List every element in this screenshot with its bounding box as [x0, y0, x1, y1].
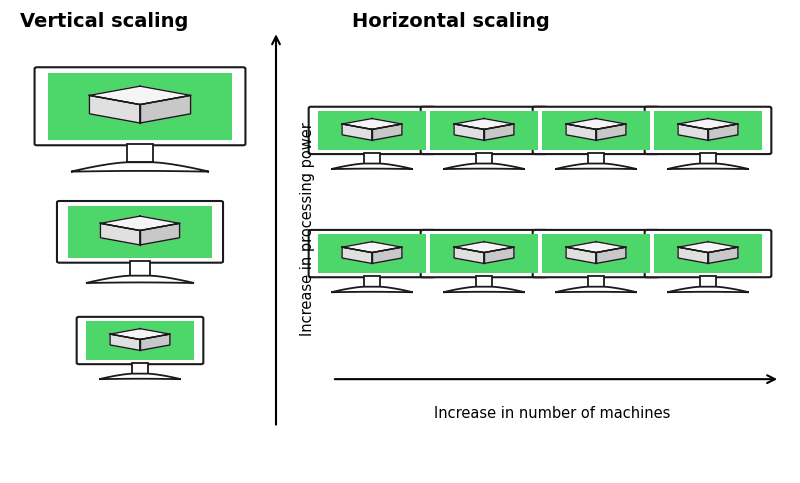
Polygon shape	[331, 164, 413, 169]
Text: Increase in number of machines: Increase in number of machines	[434, 406, 670, 421]
Polygon shape	[454, 242, 514, 253]
Bar	[364, 276, 380, 287]
Bar	[588, 153, 604, 164]
Polygon shape	[555, 164, 637, 169]
Polygon shape	[454, 247, 484, 264]
Bar	[476, 276, 492, 287]
Polygon shape	[71, 162, 209, 171]
Polygon shape	[110, 328, 170, 340]
Polygon shape	[86, 276, 194, 283]
Polygon shape	[678, 124, 708, 141]
Polygon shape	[566, 124, 596, 141]
Polygon shape	[140, 95, 190, 123]
Polygon shape	[454, 118, 514, 129]
Polygon shape	[555, 287, 637, 292]
Polygon shape	[90, 95, 140, 123]
Bar	[127, 144, 153, 162]
FancyBboxPatch shape	[421, 230, 547, 277]
Bar	[542, 111, 650, 150]
Bar	[318, 234, 426, 273]
Polygon shape	[596, 247, 626, 264]
Text: Vertical scaling: Vertical scaling	[20, 12, 188, 31]
Polygon shape	[331, 287, 413, 292]
Polygon shape	[484, 124, 514, 141]
Polygon shape	[140, 223, 179, 245]
Bar	[700, 153, 716, 164]
Bar	[654, 234, 762, 273]
FancyBboxPatch shape	[421, 107, 547, 154]
FancyBboxPatch shape	[77, 317, 203, 364]
Bar	[318, 111, 426, 150]
Polygon shape	[110, 334, 140, 351]
Polygon shape	[484, 247, 514, 264]
Bar	[700, 276, 716, 287]
Polygon shape	[99, 374, 181, 379]
Bar	[430, 234, 538, 273]
Bar	[130, 261, 150, 276]
Bar	[68, 206, 212, 258]
Bar	[364, 153, 380, 164]
Polygon shape	[443, 164, 525, 169]
Polygon shape	[90, 86, 190, 105]
Polygon shape	[566, 242, 626, 253]
Polygon shape	[342, 124, 372, 141]
Bar	[476, 153, 492, 164]
Polygon shape	[454, 124, 484, 141]
FancyBboxPatch shape	[533, 107, 659, 154]
Polygon shape	[596, 124, 626, 141]
FancyBboxPatch shape	[309, 107, 435, 154]
Polygon shape	[708, 124, 738, 141]
Polygon shape	[667, 287, 749, 292]
Polygon shape	[566, 118, 626, 129]
Polygon shape	[372, 247, 402, 264]
Bar	[48, 73, 232, 140]
Polygon shape	[566, 247, 596, 264]
Polygon shape	[443, 287, 525, 292]
Polygon shape	[342, 242, 402, 253]
FancyBboxPatch shape	[645, 230, 771, 277]
Polygon shape	[678, 247, 708, 264]
Polygon shape	[678, 118, 738, 129]
Polygon shape	[342, 247, 372, 264]
FancyBboxPatch shape	[533, 230, 659, 277]
Polygon shape	[667, 164, 749, 169]
Bar	[430, 111, 538, 150]
Bar	[542, 234, 650, 273]
Polygon shape	[101, 223, 140, 245]
Polygon shape	[708, 247, 738, 264]
Bar	[132, 363, 148, 374]
FancyBboxPatch shape	[645, 107, 771, 154]
Polygon shape	[140, 334, 170, 351]
Polygon shape	[372, 124, 402, 141]
Bar	[654, 111, 762, 150]
Polygon shape	[678, 242, 738, 253]
Polygon shape	[101, 216, 179, 230]
FancyBboxPatch shape	[34, 67, 246, 145]
Bar	[86, 321, 194, 360]
FancyBboxPatch shape	[57, 201, 223, 263]
Text: Horizontal scaling: Horizontal scaling	[352, 12, 550, 31]
Bar	[588, 276, 604, 287]
Text: Increase in processing power: Increase in processing power	[300, 123, 315, 336]
FancyBboxPatch shape	[309, 230, 435, 277]
Polygon shape	[342, 118, 402, 129]
